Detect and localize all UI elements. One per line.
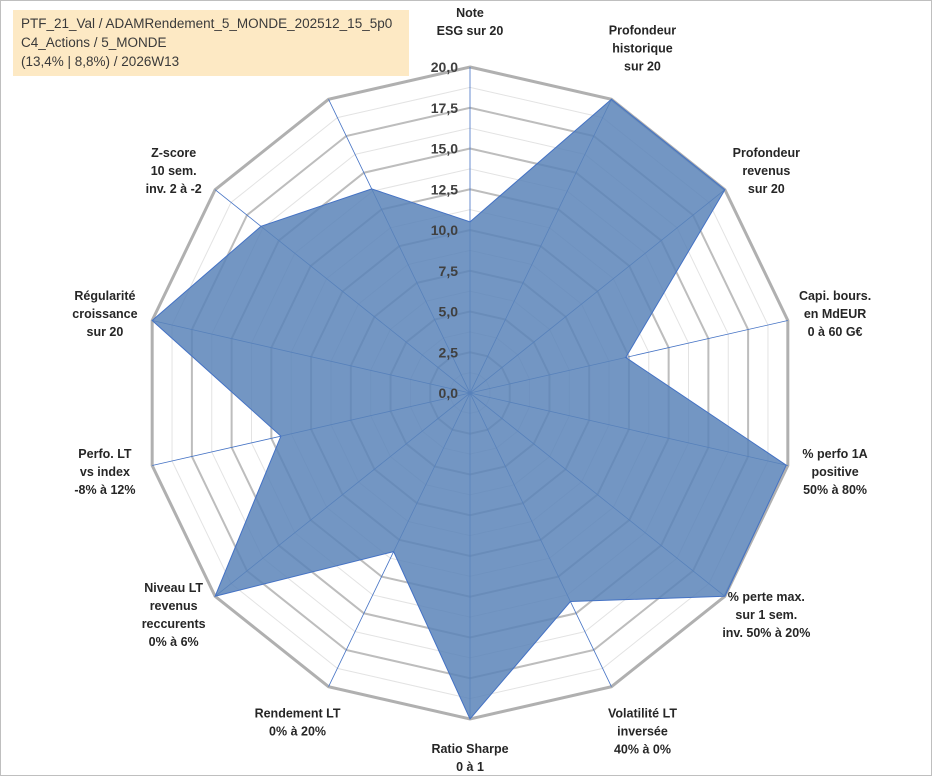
r-tick-label: 15,0 xyxy=(431,141,458,157)
category-label: Niveau LT revenus reccurents 0% à 6% xyxy=(142,581,206,649)
r-tick-label: 0,0 xyxy=(439,385,459,401)
data-area xyxy=(151,98,787,720)
info-line-period: (13,4% | 8,8%) / 2026W13 xyxy=(21,54,180,69)
category-label: Régularité croissance sur 20 xyxy=(72,289,137,339)
category-label: Ratio Sharpe 0 à 1 xyxy=(431,742,508,774)
category-label: Volatilité LT inversée 40% à 0% xyxy=(608,707,677,757)
category-label: Z-score 10 sem. inv. 2 à -2 xyxy=(146,146,202,196)
info-line-category: C4_Actions / 5_MONDE xyxy=(21,35,167,50)
r-tick-label: 2,5 xyxy=(439,344,459,360)
category-label: Note ESG sur 20 xyxy=(437,6,504,38)
category-label: Rendement LT 0% à 20% xyxy=(255,707,341,739)
category-label: Profondeur revenus sur 20 xyxy=(733,146,800,196)
r-tick-label: 17,5 xyxy=(431,100,458,116)
category-label: % perte max. sur 1 sem. inv. 50% à 20% xyxy=(722,590,810,640)
r-tick-label: 20,0 xyxy=(431,59,458,75)
r-tick-label: 10,0 xyxy=(431,222,458,238)
info-box: PTF_21_Val / ADAMRendement_5_MONDE_20251… xyxy=(13,10,409,76)
r-tick-label: 5,0 xyxy=(439,304,459,320)
category-label: Profondeur historique sur 20 xyxy=(609,23,676,73)
r-tick-label: 12,5 xyxy=(431,181,458,197)
category-label: % perfo 1A positive 50% à 80% xyxy=(802,447,867,497)
category-label: Perfo. LT vs index -8% à 12% xyxy=(74,447,135,497)
r-tick-label: 7,5 xyxy=(439,263,459,279)
category-label: Capi. bours. en MdEUR 0 à 60 G€ xyxy=(799,289,871,339)
info-line-portfolio: PTF_21_Val / ADAMRendement_5_MONDE_20251… xyxy=(21,16,393,31)
